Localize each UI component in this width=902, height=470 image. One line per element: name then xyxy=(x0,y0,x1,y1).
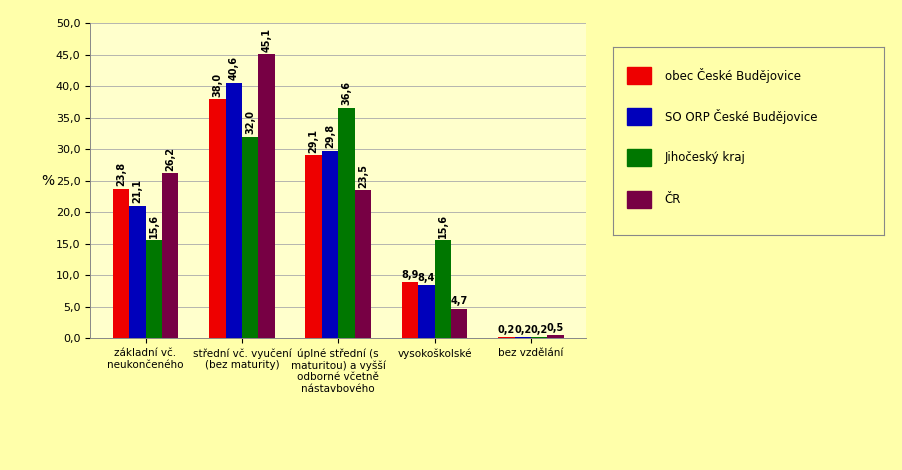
Bar xyxy=(531,337,548,338)
Text: ČR: ČR xyxy=(665,193,681,206)
Bar xyxy=(627,149,651,166)
Text: 23,5: 23,5 xyxy=(358,164,368,188)
Text: obec České Budějovice: obec České Budějovice xyxy=(665,68,801,83)
Text: Jihočeský kraj: Jihočeský kraj xyxy=(665,151,746,164)
Bar xyxy=(354,190,371,338)
Bar xyxy=(209,99,226,338)
Bar xyxy=(419,285,435,338)
Text: 8,4: 8,4 xyxy=(418,273,435,283)
Text: 40,6: 40,6 xyxy=(229,56,239,80)
Bar xyxy=(435,240,451,338)
Text: 0,5: 0,5 xyxy=(547,323,564,333)
Bar xyxy=(242,137,258,338)
Text: 45,1: 45,1 xyxy=(262,28,272,52)
Bar xyxy=(627,191,651,208)
Text: 29,8: 29,8 xyxy=(325,124,335,148)
Text: 38,0: 38,0 xyxy=(212,72,222,96)
Text: SO ORP České Budějovice: SO ORP České Budějovice xyxy=(665,109,817,124)
Bar xyxy=(226,83,242,338)
Bar xyxy=(113,188,129,338)
Bar xyxy=(129,205,145,338)
Bar xyxy=(145,240,161,338)
Bar xyxy=(306,155,322,338)
Text: 36,6: 36,6 xyxy=(342,81,352,105)
Text: 0,2: 0,2 xyxy=(514,325,531,335)
Bar xyxy=(627,67,651,84)
Text: 8,9: 8,9 xyxy=(401,270,419,280)
Bar xyxy=(161,173,179,338)
Text: 29,1: 29,1 xyxy=(308,129,318,153)
Bar xyxy=(515,337,531,338)
Bar xyxy=(498,337,515,338)
Text: 21,1: 21,1 xyxy=(133,179,143,203)
Text: 26,2: 26,2 xyxy=(165,147,175,171)
Text: 0,2: 0,2 xyxy=(498,325,515,335)
Text: 23,8: 23,8 xyxy=(116,162,126,186)
Y-axis label: %: % xyxy=(41,174,54,188)
Bar xyxy=(322,151,338,338)
Text: 15,6: 15,6 xyxy=(437,214,447,238)
Bar xyxy=(338,108,354,338)
Bar xyxy=(402,282,419,338)
Bar xyxy=(627,108,651,125)
Text: 15,6: 15,6 xyxy=(149,214,159,238)
Bar xyxy=(451,309,467,338)
Text: 32,0: 32,0 xyxy=(245,110,255,134)
Text: 4,7: 4,7 xyxy=(451,296,468,306)
Bar xyxy=(548,335,564,338)
Text: 0,2: 0,2 xyxy=(530,325,548,335)
Bar xyxy=(258,55,274,338)
